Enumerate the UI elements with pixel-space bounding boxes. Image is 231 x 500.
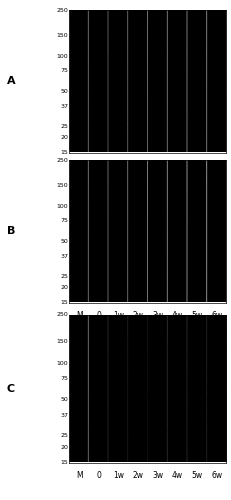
Text: 15: 15 [60, 300, 68, 305]
Text: 6w: 6w [211, 472, 222, 480]
Text: 37: 37 [60, 104, 68, 110]
Text: 37: 37 [60, 254, 68, 260]
Text: 25: 25 [60, 124, 68, 129]
Text: 1w: 1w [113, 162, 124, 170]
Text: 3w: 3w [152, 472, 163, 480]
Text: 50: 50 [60, 239, 68, 244]
Text: 150: 150 [57, 184, 68, 188]
Text: 4w: 4w [172, 312, 183, 320]
Text: 2w: 2w [133, 162, 143, 170]
Text: 15: 15 [60, 150, 68, 155]
Text: 50: 50 [60, 397, 68, 402]
Text: 5w: 5w [191, 162, 203, 170]
Text: C: C [7, 384, 15, 394]
Text: 4w: 4w [172, 472, 183, 480]
Text: M: M [76, 312, 82, 320]
Text: 1w: 1w [113, 312, 124, 320]
Text: 3w: 3w [152, 162, 163, 170]
Text: 250: 250 [56, 8, 68, 12]
Text: 1w: 1w [113, 472, 124, 480]
Text: 20: 20 [60, 286, 68, 290]
Text: 0: 0 [96, 312, 101, 320]
Text: 6w: 6w [211, 312, 222, 320]
Text: 15: 15 [60, 460, 68, 465]
Text: 250: 250 [56, 158, 68, 162]
Text: 25: 25 [60, 433, 68, 438]
Text: 0: 0 [96, 162, 101, 170]
Text: B: B [7, 226, 15, 236]
Text: 75: 75 [60, 68, 68, 73]
Text: 2w: 2w [133, 312, 143, 320]
Text: 25: 25 [60, 274, 68, 279]
Text: 5w: 5w [191, 472, 203, 480]
Text: 20: 20 [60, 445, 68, 450]
Text: 250: 250 [56, 312, 68, 318]
Text: 100: 100 [57, 54, 68, 59]
Text: 100: 100 [57, 204, 68, 209]
Text: 20: 20 [60, 136, 68, 140]
Text: 3w: 3w [152, 312, 163, 320]
Text: 75: 75 [60, 218, 68, 224]
Text: 75: 75 [60, 376, 68, 380]
Text: 6w: 6w [211, 162, 222, 170]
Text: 50: 50 [60, 89, 68, 94]
Text: 37: 37 [60, 412, 68, 418]
Text: A: A [7, 76, 15, 86]
Text: 150: 150 [57, 34, 68, 38]
Text: 100: 100 [57, 360, 68, 366]
Text: M: M [76, 162, 82, 170]
Text: 0: 0 [96, 472, 101, 480]
Text: 150: 150 [57, 340, 68, 344]
Text: M: M [76, 472, 82, 480]
Text: 2w: 2w [133, 472, 143, 480]
Text: 5w: 5w [191, 312, 203, 320]
Text: 4w: 4w [172, 162, 183, 170]
